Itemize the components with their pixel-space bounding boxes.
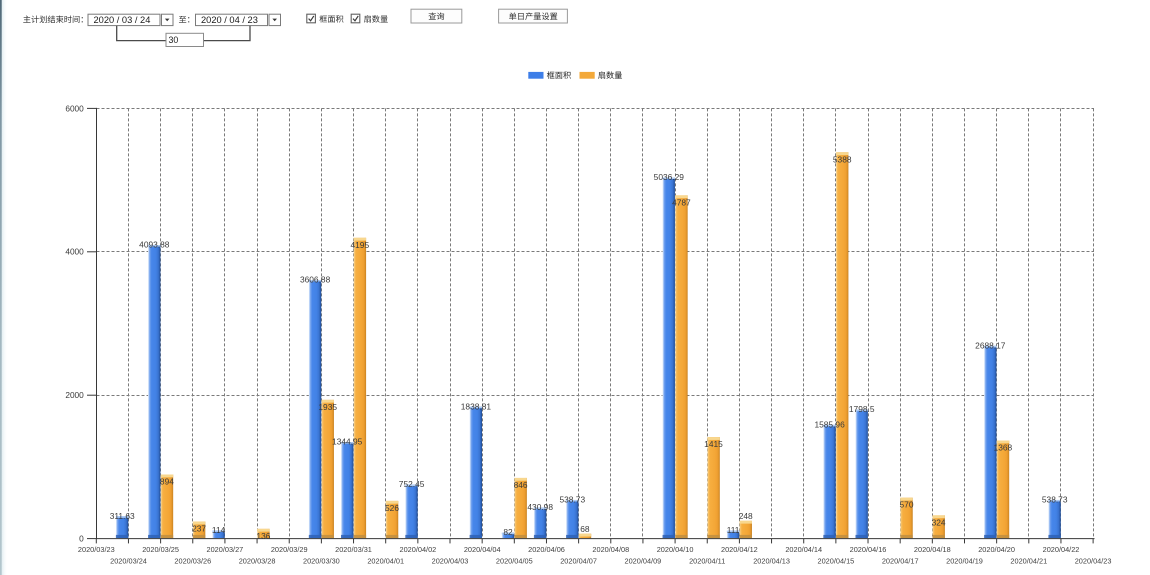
svg-text:2020/04/10: 2020/04/10 bbox=[657, 545, 694, 554]
svg-text:2020/03/23: 2020/03/23 bbox=[78, 545, 115, 554]
svg-text:248: 248 bbox=[739, 511, 753, 521]
svg-text:2020/04/05: 2020/04/05 bbox=[496, 557, 533, 566]
svg-text:2020/04/01: 2020/04/01 bbox=[367, 557, 404, 566]
svg-text:2020/04/22: 2020/04/22 bbox=[1043, 545, 1080, 554]
svg-text:2020/04/09: 2020/04/09 bbox=[625, 557, 662, 566]
svg-text:82: 82 bbox=[503, 527, 513, 537]
svg-text:1838.81: 1838.81 bbox=[461, 401, 492, 411]
svg-text:2020/04/17: 2020/04/17 bbox=[882, 557, 919, 566]
svg-text:2020/04/23: 2020/04/23 bbox=[1075, 557, 1112, 566]
svg-text:894: 894 bbox=[160, 477, 174, 487]
svg-text:324: 324 bbox=[932, 517, 946, 527]
svg-text:430.98: 430.98 bbox=[527, 502, 553, 512]
svg-text:2000: 2000 bbox=[65, 390, 84, 400]
svg-text:752.45: 752.45 bbox=[399, 479, 425, 489]
svg-text:30: 30 bbox=[169, 35, 179, 45]
svg-text:2020/04/16: 2020/04/16 bbox=[850, 545, 887, 554]
svg-text:2020/03/24: 2020/03/24 bbox=[110, 557, 147, 566]
svg-text:4787: 4787 bbox=[672, 197, 691, 207]
svg-text:2020/03/25: 2020/03/25 bbox=[142, 545, 179, 554]
svg-text:5388: 5388 bbox=[833, 154, 852, 164]
svg-text:6000: 6000 bbox=[65, 103, 84, 113]
svg-text:68: 68 bbox=[580, 524, 590, 534]
svg-text:2020/04/18: 2020/04/18 bbox=[914, 545, 951, 554]
svg-text:2688.17: 2688.17 bbox=[975, 340, 1006, 350]
svg-text:2020/04/14: 2020/04/14 bbox=[785, 545, 822, 554]
svg-text:2020 / 04 / 23: 2020 / 04 / 23 bbox=[201, 15, 258, 25]
svg-text:111: 111 bbox=[727, 525, 740, 535]
svg-text:1585.96: 1585.96 bbox=[814, 419, 845, 429]
svg-text:114: 114 bbox=[212, 525, 226, 535]
svg-text:1935: 1935 bbox=[318, 402, 337, 412]
svg-text:2020/03/30: 2020/03/30 bbox=[303, 557, 340, 566]
svg-text:2020/04/12: 2020/04/12 bbox=[721, 545, 758, 554]
svg-text:538.73: 538.73 bbox=[559, 495, 585, 505]
svg-text:1415: 1415 bbox=[704, 439, 723, 449]
svg-text:1798.5: 1798.5 bbox=[849, 404, 875, 414]
svg-text:846: 846 bbox=[514, 480, 528, 490]
svg-text:2020/03/27: 2020/03/27 bbox=[207, 545, 244, 554]
svg-text:4093.88: 4093.88 bbox=[139, 240, 170, 250]
svg-text:4000: 4000 bbox=[65, 247, 84, 257]
svg-text:0: 0 bbox=[79, 534, 84, 544]
svg-text:2020/04/21: 2020/04/21 bbox=[1010, 557, 1047, 566]
svg-text:237: 237 bbox=[192, 524, 206, 534]
svg-text:311.63: 311.63 bbox=[110, 511, 135, 521]
svg-text:3606.88: 3606.88 bbox=[300, 275, 331, 285]
svg-text:2020/04/15: 2020/04/15 bbox=[818, 557, 855, 566]
svg-text:570: 570 bbox=[900, 500, 914, 510]
svg-text:5036.29: 5036.29 bbox=[654, 172, 685, 182]
svg-text:2020/03/31: 2020/03/31 bbox=[335, 545, 372, 554]
svg-text:4195: 4195 bbox=[350, 240, 369, 250]
svg-text:2020/03/29: 2020/03/29 bbox=[271, 545, 308, 554]
svg-text:538.73: 538.73 bbox=[1042, 495, 1068, 505]
svg-text:2020/04/20: 2020/04/20 bbox=[978, 545, 1015, 554]
svg-text:2020/04/08: 2020/04/08 bbox=[592, 545, 629, 554]
svg-text:1344.95: 1344.95 bbox=[332, 437, 363, 447]
svg-text:2020/04/19: 2020/04/19 bbox=[946, 557, 983, 566]
svg-text:2020/04/07: 2020/04/07 bbox=[560, 557, 597, 566]
svg-text:2020/04/03: 2020/04/03 bbox=[432, 557, 469, 566]
svg-text:136: 136 bbox=[256, 531, 270, 541]
svg-text:2020/04/11: 2020/04/11 bbox=[689, 557, 725, 566]
svg-text:2020/03/28: 2020/03/28 bbox=[239, 557, 276, 566]
svg-text:2020/04/02: 2020/04/02 bbox=[400, 545, 437, 554]
svg-text:2020/04/06: 2020/04/06 bbox=[528, 545, 565, 554]
svg-text:2020 / 03 / 24: 2020 / 03 / 24 bbox=[94, 15, 151, 25]
svg-text:2020/04/13: 2020/04/13 bbox=[753, 557, 790, 566]
svg-text:526: 526 bbox=[385, 503, 399, 513]
svg-text:2020/04/04: 2020/04/04 bbox=[464, 545, 501, 554]
svg-text:1368: 1368 bbox=[994, 443, 1013, 453]
svg-text:2020/03/26: 2020/03/26 bbox=[174, 557, 211, 566]
